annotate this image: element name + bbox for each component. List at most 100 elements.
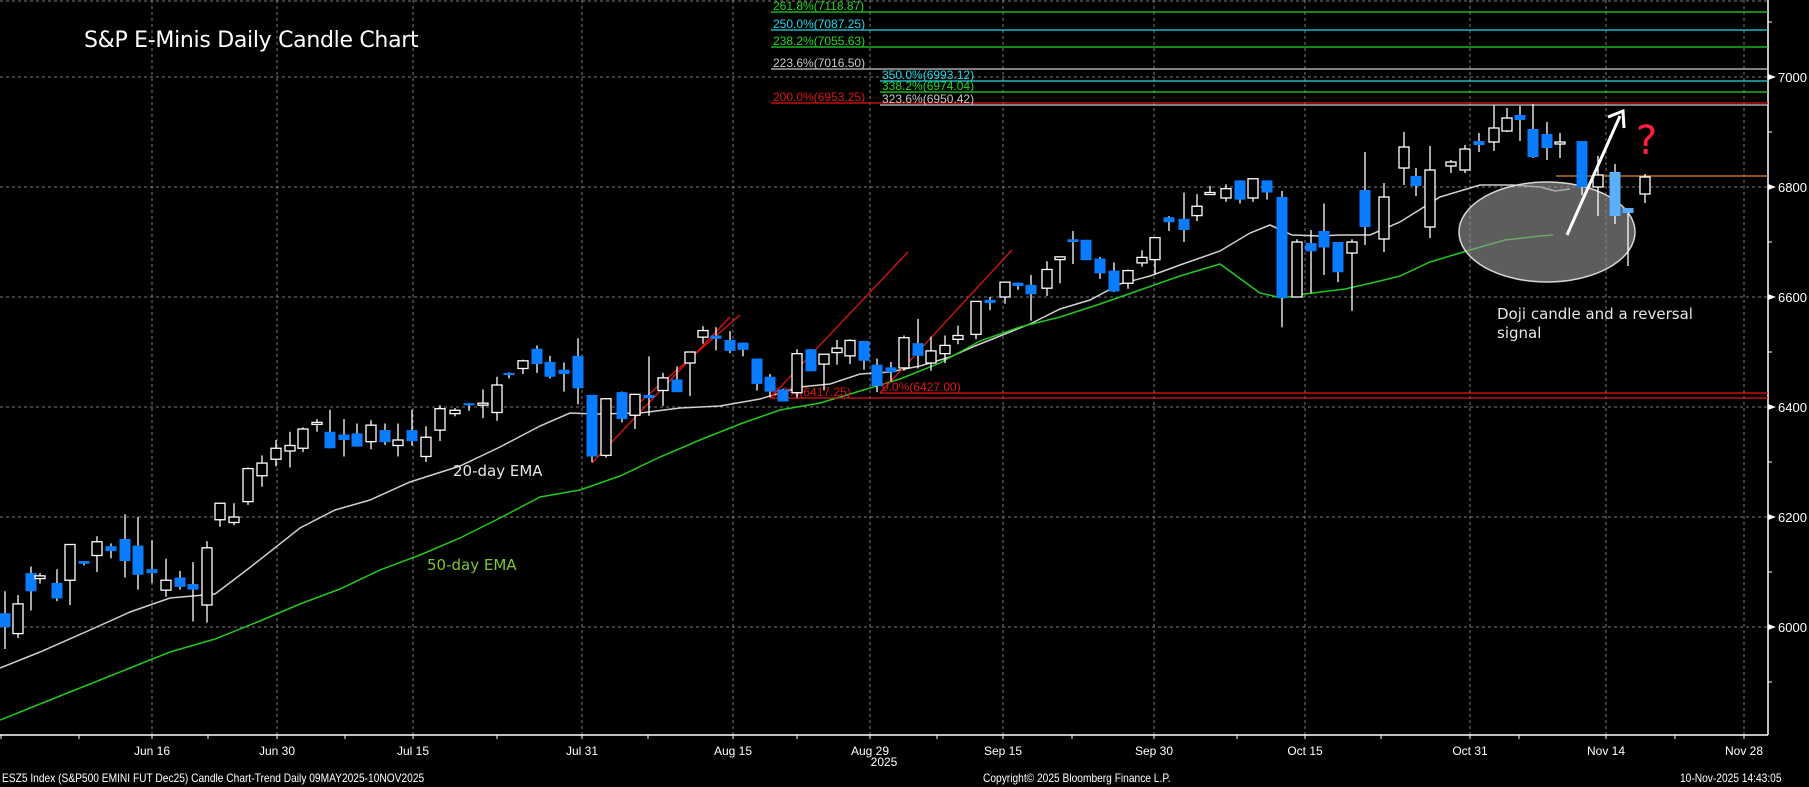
bear-candle <box>710 335 722 339</box>
bull-candle <box>284 444 296 452</box>
bull-candle <box>242 467 254 503</box>
bear-candle <box>764 376 776 392</box>
bear-candle <box>1305 243 1317 252</box>
bear-candle <box>1318 231 1330 248</box>
y-tick-label: 6600 <box>1778 290 1807 305</box>
bull-candle <box>214 502 226 521</box>
bull-candle <box>1191 205 1203 217</box>
bull-candle <box>600 398 612 457</box>
bear-candle <box>324 431 336 449</box>
x-tick-label: Sep 15 <box>984 744 1022 758</box>
fibonacci-levels: 261.8%(7118.87) 250.0%(7087.25) 238.2%(705… <box>770 0 1768 399</box>
fib-label: 223.6%(7016.50) <box>773 56 865 70</box>
copyright-text: Copyright© 2025 Bloomberg Finance L.P. <box>983 771 1171 785</box>
x-tick-label: Jul 15 <box>397 744 429 758</box>
fib-label: 238.2%(7055.63) <box>773 34 865 48</box>
bear-candle <box>777 389 789 402</box>
bear-candle <box>1261 180 1273 193</box>
bull-candle <box>1424 169 1436 228</box>
ema20-line <box>0 184 1571 669</box>
bear-candle <box>871 364 883 387</box>
bull-candle <box>1488 127 1500 143</box>
bear-candle <box>1609 172 1621 216</box>
year-label: 2025 <box>871 755 898 769</box>
bull-candle <box>1398 146 1410 169</box>
fib-label: 250.0%(7087.25) <box>773 17 865 31</box>
bear-candle <box>174 577 186 587</box>
bear-candle <box>751 358 763 384</box>
bull-candle <box>12 603 24 635</box>
bear-candle <box>503 372 515 376</box>
bull-candle <box>939 344 951 355</box>
bear-candle <box>1410 176 1422 186</box>
bull-candle <box>34 575 46 580</box>
y-tick-label: 6000 <box>1778 620 1807 635</box>
ema50-line <box>0 234 1554 721</box>
bear-candle <box>351 433 363 447</box>
bear-candle <box>1514 115 1526 120</box>
bull-candle <box>952 334 964 340</box>
bear-candle <box>1622 208 1634 213</box>
x-tick-label: Aug 29 <box>851 744 889 758</box>
x-tick-label: Sep 30 <box>1135 744 1173 758</box>
bull-candle <box>201 547 213 606</box>
bear-candle <box>737 342 749 350</box>
bull-candle <box>1639 176 1651 195</box>
bull-candle <box>684 351 696 364</box>
ema50-label: 50-day EMA <box>427 556 517 574</box>
bear-candle <box>572 355 584 389</box>
fib-label: 0.0%(6427.00) <box>882 380 961 394</box>
bear-candle <box>25 573 37 592</box>
bull-candle <box>1554 141 1566 145</box>
bull-candle <box>1592 174 1604 188</box>
fib-label: 261.8%(7118.87) <box>773 0 864 13</box>
fib-label: 338.2%(6974.04) <box>882 79 974 93</box>
bear-candle <box>724 339 736 351</box>
x-tick-label: Oct 31 <box>1452 744 1488 758</box>
bull-candle <box>256 462 268 477</box>
bear-candle <box>132 545 144 575</box>
bear-candle <box>338 434 350 440</box>
bull-candle <box>228 516 240 524</box>
bear-candle <box>558 369 570 374</box>
bear-candle <box>78 561 90 564</box>
bull-candle <box>517 360 529 370</box>
x-tick-label: Nov 28 <box>1725 744 1763 758</box>
bull-candle <box>1041 268 1053 289</box>
y-tick-label: 6400 <box>1778 400 1807 415</box>
bear-candle <box>885 367 897 373</box>
bear-candle <box>105 546 117 552</box>
bear-candle <box>1080 239 1092 261</box>
bull-candle <box>1346 241 1358 254</box>
bear-candle <box>544 361 556 377</box>
bear-candle <box>1012 282 1024 286</box>
bull-candle <box>629 393 641 416</box>
x-tick-label: Oct 15 <box>1287 744 1323 758</box>
bull-candle <box>1149 236 1161 261</box>
bear-candle <box>1094 258 1106 274</box>
bull-candle <box>477 402 489 406</box>
x-tick-label: Nov 14 <box>1587 744 1625 758</box>
bull-candle <box>844 339 856 357</box>
bull-candle <box>1054 256 1066 261</box>
x-tick-label: Jun 30 <box>259 744 295 758</box>
bull-candle <box>91 541 103 557</box>
bear-candle <box>1276 196 1288 299</box>
doji-highlight-ellipse <box>1458 181 1636 283</box>
timestamp: 10-Nov-2025 14:43:05 <box>1680 771 1782 785</box>
y-tick-label: 6800 <box>1778 180 1807 195</box>
bear-candle <box>912 343 924 356</box>
bear-candle <box>1178 218 1190 230</box>
bull-candle <box>270 447 282 460</box>
doji-annotation: Doji candle and a reversal signal <box>1497 305 1693 342</box>
bull-candle <box>1378 196 1390 240</box>
bull-candle <box>1122 269 1134 284</box>
bear-candle <box>187 584 199 590</box>
bull-candle <box>818 353 830 365</box>
bear-candle <box>1576 141 1588 187</box>
bull-candle <box>999 281 1011 298</box>
y-tick-label: 6200 <box>1778 510 1807 525</box>
bull-candle <box>434 407 446 431</box>
grid <box>0 0 1768 735</box>
